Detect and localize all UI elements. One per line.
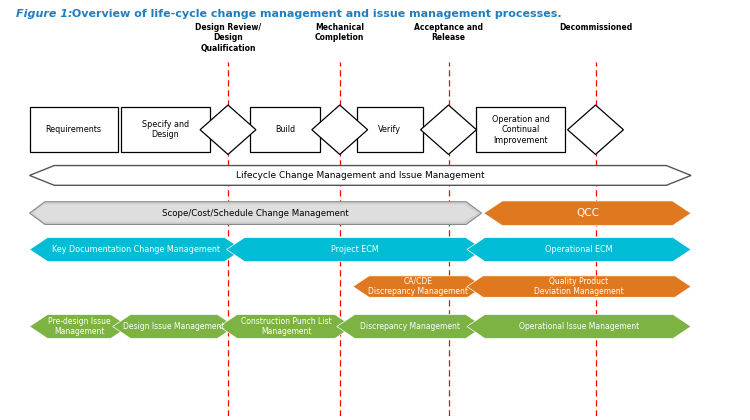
Text: Quality Product
Deviation Management: Quality Product Deviation Management <box>534 277 624 296</box>
Text: Lifecycle Change Management and Issue Management: Lifecycle Change Management and Issue Ma… <box>236 171 484 180</box>
Text: Operational Issue Management: Operational Issue Management <box>519 322 639 331</box>
Text: Discrepancy Management: Discrepancy Management <box>360 322 460 331</box>
Text: Project ECM: Project ECM <box>332 245 379 254</box>
Text: Decommissioned: Decommissioned <box>559 23 632 32</box>
Polygon shape <box>219 315 353 339</box>
Text: Design Issue Management: Design Issue Management <box>123 322 225 331</box>
Polygon shape <box>312 105 368 155</box>
Polygon shape <box>568 105 623 155</box>
Text: Pre-design Issue
Management: Pre-design Issue Management <box>48 317 110 336</box>
Text: Construction Punch List
Management: Construction Punch List Management <box>241 317 332 336</box>
Polygon shape <box>466 315 691 339</box>
FancyBboxPatch shape <box>29 107 118 152</box>
Polygon shape <box>226 238 484 261</box>
Text: Operational ECM: Operational ECM <box>545 245 613 254</box>
Text: Operation and
Continual
Improvement: Operation and Continual Improvement <box>491 115 550 144</box>
Text: Overview of life-cycle change management and issue management processes.: Overview of life-cycle change management… <box>68 9 562 19</box>
Polygon shape <box>466 276 691 297</box>
Text: Key Documentation Change Management: Key Documentation Change Management <box>52 245 220 254</box>
Polygon shape <box>353 276 484 297</box>
FancyBboxPatch shape <box>250 107 320 152</box>
Polygon shape <box>484 201 691 226</box>
Text: QCC: QCC <box>576 208 599 218</box>
Polygon shape <box>29 165 691 185</box>
Polygon shape <box>466 238 691 261</box>
Polygon shape <box>337 315 484 339</box>
Text: Acceptance and
Release: Acceptance and Release <box>414 23 483 42</box>
Text: Design Review/
Design
Qualification: Design Review/ Design Qualification <box>195 23 261 52</box>
Polygon shape <box>29 238 243 261</box>
Polygon shape <box>112 315 236 339</box>
Text: Scope/Cost/Schedule Change Management: Scope/Cost/Schedule Change Management <box>162 209 349 218</box>
Polygon shape <box>29 315 129 339</box>
Text: Build: Build <box>275 125 295 134</box>
Text: Verify: Verify <box>378 125 401 134</box>
Text: Mechanical
Completion: Mechanical Completion <box>315 23 364 42</box>
Text: Figure 1:: Figure 1: <box>16 9 73 19</box>
Text: Requirements: Requirements <box>46 125 102 134</box>
FancyBboxPatch shape <box>122 107 210 152</box>
Polygon shape <box>200 105 256 155</box>
FancyBboxPatch shape <box>476 107 565 152</box>
Text: CA/CDE
Discrepancy Management: CA/CDE Discrepancy Management <box>368 277 468 296</box>
Polygon shape <box>33 205 478 222</box>
Polygon shape <box>29 202 482 224</box>
FancyBboxPatch shape <box>357 107 423 152</box>
Text: Specify and
Design: Specify and Design <box>142 120 189 139</box>
Polygon shape <box>421 105 476 155</box>
